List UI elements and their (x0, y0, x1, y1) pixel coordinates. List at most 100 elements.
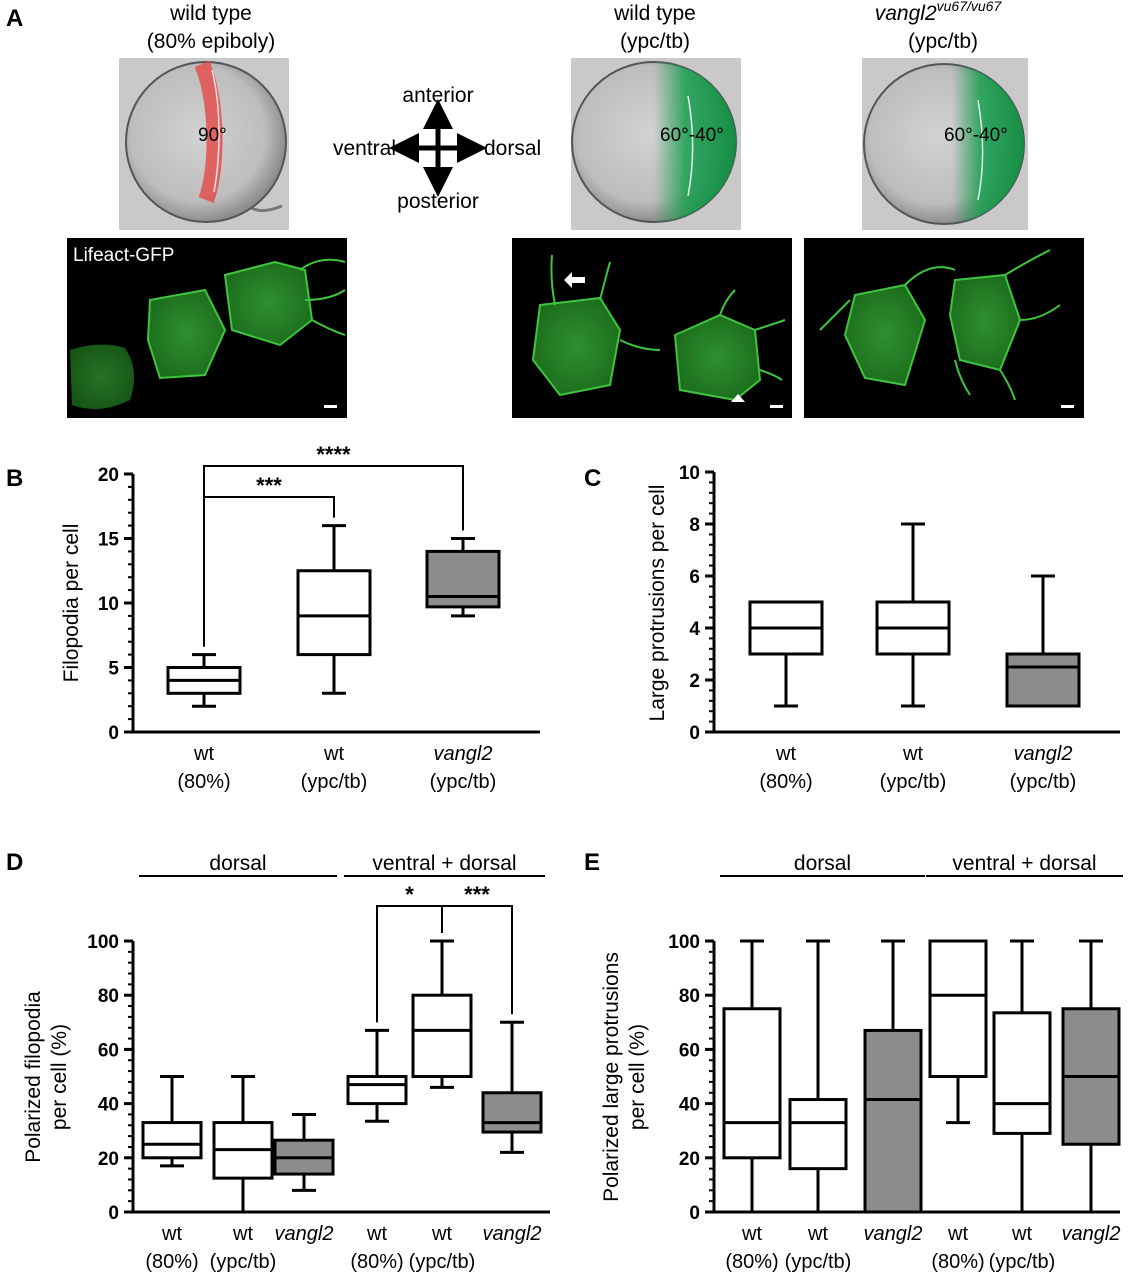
category-label-line1: vangl2 (1062, 1223, 1121, 1245)
category-label-line1: vangl2 (1014, 743, 1073, 765)
panel-letter-b: B (6, 465, 23, 492)
y-tick-label: 15 (98, 530, 120, 551)
micrograph-1: Lifeact-GFP (67, 238, 347, 418)
category-label-line1: vangl2 (864, 1223, 923, 1245)
micrograph-label: Lifeact-GFP (73, 245, 174, 266)
embryo-3-image: 60°-40° (862, 58, 1028, 230)
category-label-line1: wt (232, 1223, 253, 1245)
category-label-line2: (ypc/tb) (1010, 771, 1077, 793)
significance-label: * (405, 882, 414, 907)
significance-bracket (441, 905, 513, 1015)
category-label-line2: (ypc/tb) (880, 771, 947, 793)
category-label-line1: wt (902, 743, 923, 765)
category-label-line1: wt (193, 743, 214, 765)
y-tick-label: 8 (689, 515, 700, 536)
embryo-1-title-line2: (80% epiboly) (147, 30, 275, 53)
category-label-line2: (ypc/tb) (989, 1251, 1056, 1273)
group-label: dorsal (209, 852, 266, 875)
y-tick-label: 100 (87, 932, 119, 953)
significance-label: **** (316, 442, 351, 467)
axis-compass: anterior posterior ventral dorsal (333, 84, 541, 213)
box (296, 569, 372, 657)
embryo-3-title-line2: (ypc/tb) (908, 30, 978, 53)
y-axis-label-line2: per cell (%) (626, 1024, 649, 1130)
category-label-line2: (80%) (177, 771, 230, 793)
embryo-1-title-line1: wild type (169, 2, 252, 25)
group-label: ventral + dorsal (372, 852, 516, 875)
group-label: ventral + dorsal (952, 852, 1096, 875)
y-tick-label: 40 (679, 1095, 700, 1116)
y-tick-label: 0 (108, 1203, 119, 1224)
embryo-3-genotype: vangl2 (875, 2, 937, 25)
box (788, 1098, 848, 1171)
chart-c: 0 2 4 6 8 10 Large protrusions per cell wt (80%)… (646, 463, 1120, 793)
category-label-line1: wt (161, 1223, 182, 1245)
y-tick-label: 5 (108, 659, 119, 680)
group-label: dorsal (794, 852, 851, 875)
category-label-line1: wt (947, 1223, 968, 1245)
y-axis-label-line1: Polarized filopodia (22, 991, 45, 1163)
y-tick-label: 2 (689, 671, 700, 692)
y-tick-label: 40 (98, 1095, 119, 1116)
box (481, 1091, 543, 1134)
compass-anterior: anterior (402, 84, 473, 107)
panel-letter-e: E (584, 849, 600, 876)
embryo-3-angle: 60°-40° (944, 125, 1008, 146)
y-axis-label-line1: Polarized large protrusions (600, 952, 623, 1202)
panel-letter-c: C (584, 465, 601, 492)
significance-label: *** (256, 473, 282, 498)
embryo-2-image: 60°-40° (571, 58, 741, 230)
chart-e: 0 20 40 60 80 100 Polarized large protrusions p… (600, 852, 1123, 1273)
y-axis-label-line2: per cell (%) (48, 1024, 71, 1130)
category-label-line1: wt (807, 1223, 828, 1245)
y-tick-label: 0 (689, 723, 700, 744)
chart-d: 0 20 40 60 80 100 Polarized filopodia per cell … (22, 852, 550, 1273)
category-label-line1: vangl2 (275, 1223, 334, 1245)
y-tick-label: 60 (98, 1040, 119, 1061)
y-axis-label: Filopodia per cell (60, 524, 83, 683)
category-label-line2: (80%) (931, 1251, 984, 1273)
box (1005, 652, 1081, 708)
embryo-1-image: 90° (119, 58, 289, 230)
category-label-line1: vangl2 (434, 743, 493, 765)
y-tick-label: 6 (689, 567, 700, 588)
compass-posterior: posterior (397, 190, 479, 213)
y-tick-label: 4 (689, 619, 700, 640)
category-label-line2: (80%) (759, 771, 812, 793)
y-tick-label: 80 (679, 986, 700, 1007)
embryo-3-allele: vu67/vu67 (937, 0, 1003, 14)
category-label-line1: wt (323, 743, 344, 765)
category-label-line1: wt (431, 1223, 452, 1245)
category-label-line1: wt (366, 1223, 387, 1245)
category-label-line2: (ypc/tb) (409, 1251, 476, 1273)
box (411, 993, 473, 1079)
micrograph-2 (512, 238, 792, 418)
box (346, 1075, 408, 1106)
y-tick-label: 0 (689, 1203, 700, 1224)
category-label-line2: (80%) (725, 1251, 778, 1273)
box (863, 1028, 923, 1214)
chart-b: 0 5 10 15 20 Filopodia per cell wt (80%) wt (ypc/… (60, 442, 540, 793)
y-axis-label: Large protrusions per cell (646, 485, 669, 722)
y-tick-label: 80 (98, 986, 119, 1007)
category-label-line1: vangl2 (483, 1223, 542, 1245)
y-tick-label: 100 (668, 932, 700, 953)
significance-label: *** (464, 882, 490, 907)
micrograph-3 (804, 238, 1084, 418)
y-tick-label: 10 (679, 463, 700, 484)
category-label-line2: (ypc/tb) (785, 1251, 852, 1273)
category-label-line1: wt (1011, 1223, 1032, 1245)
significance-bracket (203, 465, 464, 647)
category-label-line1: wt (741, 1223, 762, 1245)
embryo-2-title-line1: wild type (613, 2, 696, 25)
box (992, 1011, 1052, 1135)
box (141, 1121, 203, 1160)
category-label-line2: (ypc/tb) (210, 1251, 277, 1273)
embryo-2-angle: 60°-40° (660, 125, 724, 146)
y-tick-label: 60 (679, 1040, 700, 1061)
box (928, 939, 988, 1078)
embryo-1-angle: 90° (198, 125, 227, 146)
category-label-line2: (80%) (145, 1251, 198, 1273)
compass-ventral: ventral (333, 137, 396, 160)
